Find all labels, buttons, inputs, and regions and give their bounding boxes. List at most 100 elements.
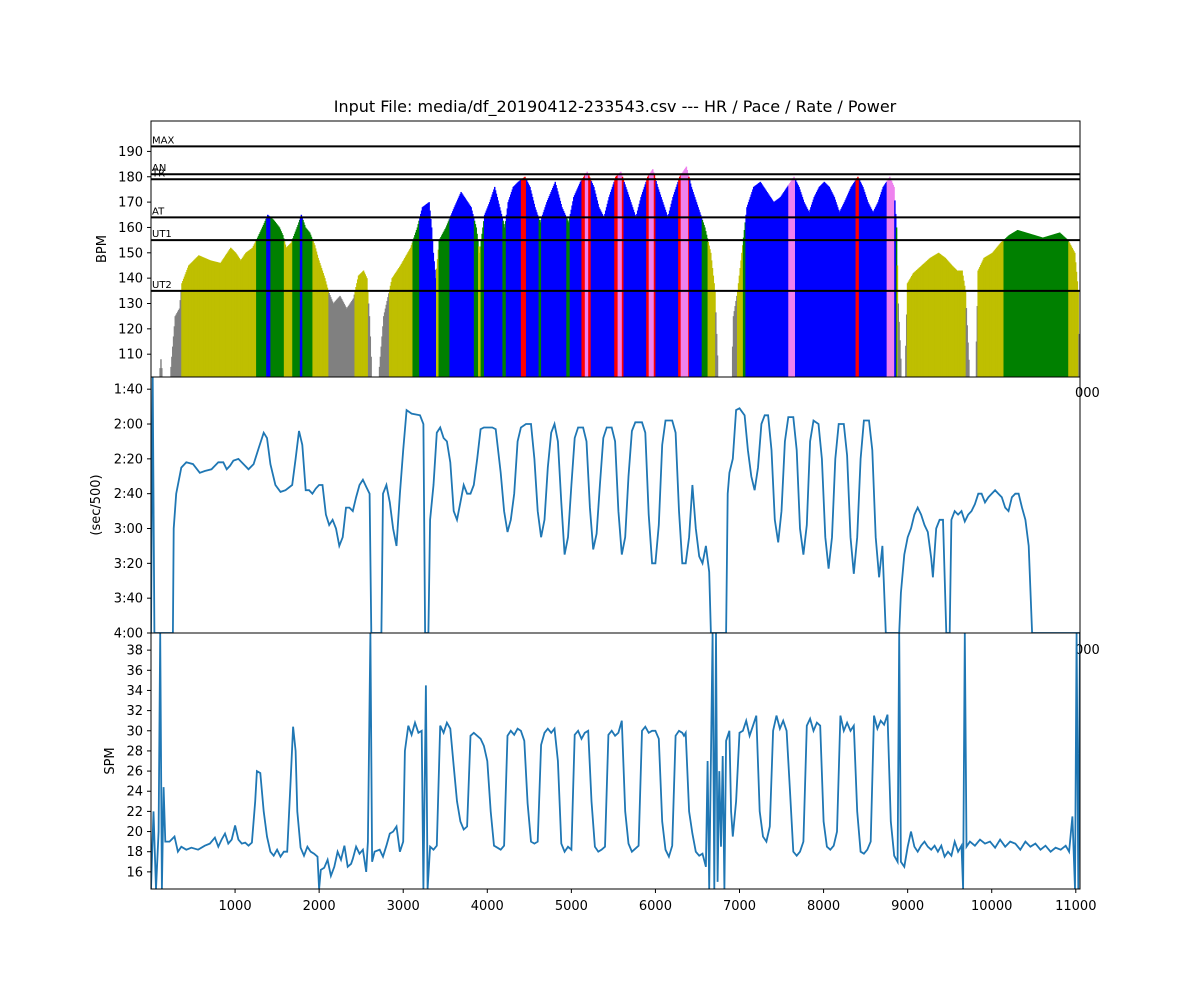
heart-rate-zone-bar <box>1064 237 1066 377</box>
heart-rate-zone-bar <box>327 290 329 377</box>
heart-rate-zone-bar <box>384 308 387 377</box>
heart-rate-zone-bar <box>665 212 667 377</box>
pace-ytick-label: 3:20 <box>114 557 143 572</box>
zone-label-max: MAX <box>152 135 174 146</box>
heart-rate-zone-bar <box>1015 231 1017 377</box>
heart-rate-zone-bar <box>808 212 810 377</box>
heart-rate-zone-bar <box>388 293 390 377</box>
heart-rate-zone-bar <box>1065 238 1068 377</box>
heart-rate-zone-bar <box>766 191 768 377</box>
heart-rate-zone-bar <box>540 219 542 377</box>
heart-rate-zone-bar <box>321 270 324 377</box>
heart-rate-zone-bar <box>591 183 593 377</box>
heart-rate-zone-bar <box>505 214 508 377</box>
heart-rate-zone-bar <box>196 257 198 377</box>
heart-rate-zone-bar <box>596 200 599 377</box>
heart-rate-zone-bar <box>931 256 933 377</box>
heart-rate-zone-bar <box>925 261 927 377</box>
heart-rate-zone-bar <box>704 227 706 377</box>
heart-rate-zone-bar <box>197 256 199 377</box>
heart-rate-zone-bar <box>684 169 686 377</box>
heart-rate-zone-bar <box>889 176 891 377</box>
heart-rate-zone-bar <box>978 268 980 377</box>
heart-rate-zone-bar <box>783 191 785 377</box>
heart-rate-zone-bar <box>224 255 227 377</box>
heart-rate-zone-bar <box>800 191 802 377</box>
heart-rate-zone-bar <box>462 195 465 377</box>
heart-rate-zone-bar <box>189 263 192 377</box>
heart-rate-zone-bar <box>462 194 464 377</box>
heart-rate-zone-bar <box>1030 234 1032 377</box>
heart-rate-zone-bar <box>754 185 757 377</box>
heart-rate-zone-bar <box>342 302 345 377</box>
heart-rate-zone-bar <box>248 250 250 377</box>
heart-rate-zone-bar <box>379 356 382 377</box>
heart-rate-zone-bar <box>1073 251 1075 377</box>
pace-ytick-label: 2:00 <box>114 418 143 433</box>
heart-rate-zone-bar <box>446 223 449 377</box>
pace-ytick-label: 3:40 <box>114 592 143 607</box>
heart-rate-zone-bar <box>491 194 493 377</box>
heart-rate-zone-bar <box>865 197 868 377</box>
heart-rate-zone-bar <box>635 217 637 377</box>
heart-rate-zone-bar <box>1037 236 1039 377</box>
heart-rate-zone-bar <box>355 287 357 377</box>
stroke-rate-ytick-label: 18 <box>126 845 143 860</box>
heart-rate-zone-bar <box>942 255 944 377</box>
heart-rate-zone-bar <box>834 199 836 377</box>
heart-rate-zone-bar <box>222 259 224 377</box>
heart-rate-zone-bar <box>538 219 541 377</box>
heart-rate-zone-bar <box>414 232 417 377</box>
heart-rate-zone-bar <box>587 173 589 377</box>
heart-rate-zone-bar <box>336 298 339 377</box>
heart-rate-zone-bar <box>466 200 468 377</box>
heart-rate-zone-bar <box>746 207 748 377</box>
heart-rate-zone-bar <box>181 283 183 377</box>
heart-rate-zone-bar <box>657 186 659 377</box>
heart-rate-zone-bar <box>688 176 690 377</box>
heart-rate-zone-bar <box>255 240 257 377</box>
heart-rate-zone-bar <box>743 229 746 377</box>
heart-rate-zone-bar <box>272 219 275 377</box>
heart-rate-zone-bar <box>241 257 244 377</box>
heart-rate-zone-bar <box>299 217 302 377</box>
heart-rate-zone-bar <box>984 257 986 377</box>
heart-rate-zone-bar <box>924 262 926 377</box>
heart-rate-zone-bar <box>415 229 418 377</box>
heart-rate-zone-bar <box>716 355 719 377</box>
heart-rate-zone-bar <box>963 285 966 377</box>
zone-label-ut2: UT2 <box>152 280 172 291</box>
heart-rate-zone-bar <box>652 169 654 377</box>
heart-rate-zone-bar <box>756 184 758 377</box>
heart-rate-zone-bar <box>245 252 247 377</box>
heart-rate-zone-bar <box>948 262 951 377</box>
heart-rate-zone-bar <box>690 186 693 377</box>
heart-rate-zone-bar <box>448 219 451 377</box>
heart-rate-zone-bar <box>529 186 531 377</box>
heart-rate-zone-bar <box>615 176 617 377</box>
heart-rate-zone-bar <box>573 195 576 377</box>
heart-rate-zone-bar <box>984 256 987 377</box>
stroke-rate-series-line <box>151 633 1080 889</box>
heart-rate-zone-bar <box>928 258 931 377</box>
stroke-rate-ytick-label: 26 <box>126 765 143 780</box>
heart-rate-zone-bar <box>888 178 890 377</box>
heart-rate-zone-bar <box>1061 234 1063 377</box>
heart-rate-zone-bar <box>521 178 524 377</box>
heart-rate-zone-bar <box>475 227 477 377</box>
heart-rate-zone-bar <box>351 299 354 377</box>
heart-rate-zone-bar <box>416 227 419 377</box>
heart-rate-zone-bar <box>1011 233 1014 377</box>
heart-rate-zone-bar <box>699 212 701 377</box>
heart-rate-zone-bar <box>258 233 261 377</box>
heart-rate-zone-bar <box>190 262 192 377</box>
stroke-rate-ytick-label: 20 <box>126 825 143 840</box>
heart-rate-zone-bar <box>558 197 561 377</box>
heart-rate-zone-bar <box>418 220 420 377</box>
heart-rate-zone-bar <box>759 181 762 377</box>
pace-ytick-label: 3:00 <box>114 522 143 537</box>
heart-rate-zone-bar <box>356 283 358 377</box>
heart-rate-zone-bar <box>702 222 704 377</box>
heart-rate-zone-bar <box>733 311 736 377</box>
stroke-rate-xtick-label: 4000 <box>471 899 504 914</box>
